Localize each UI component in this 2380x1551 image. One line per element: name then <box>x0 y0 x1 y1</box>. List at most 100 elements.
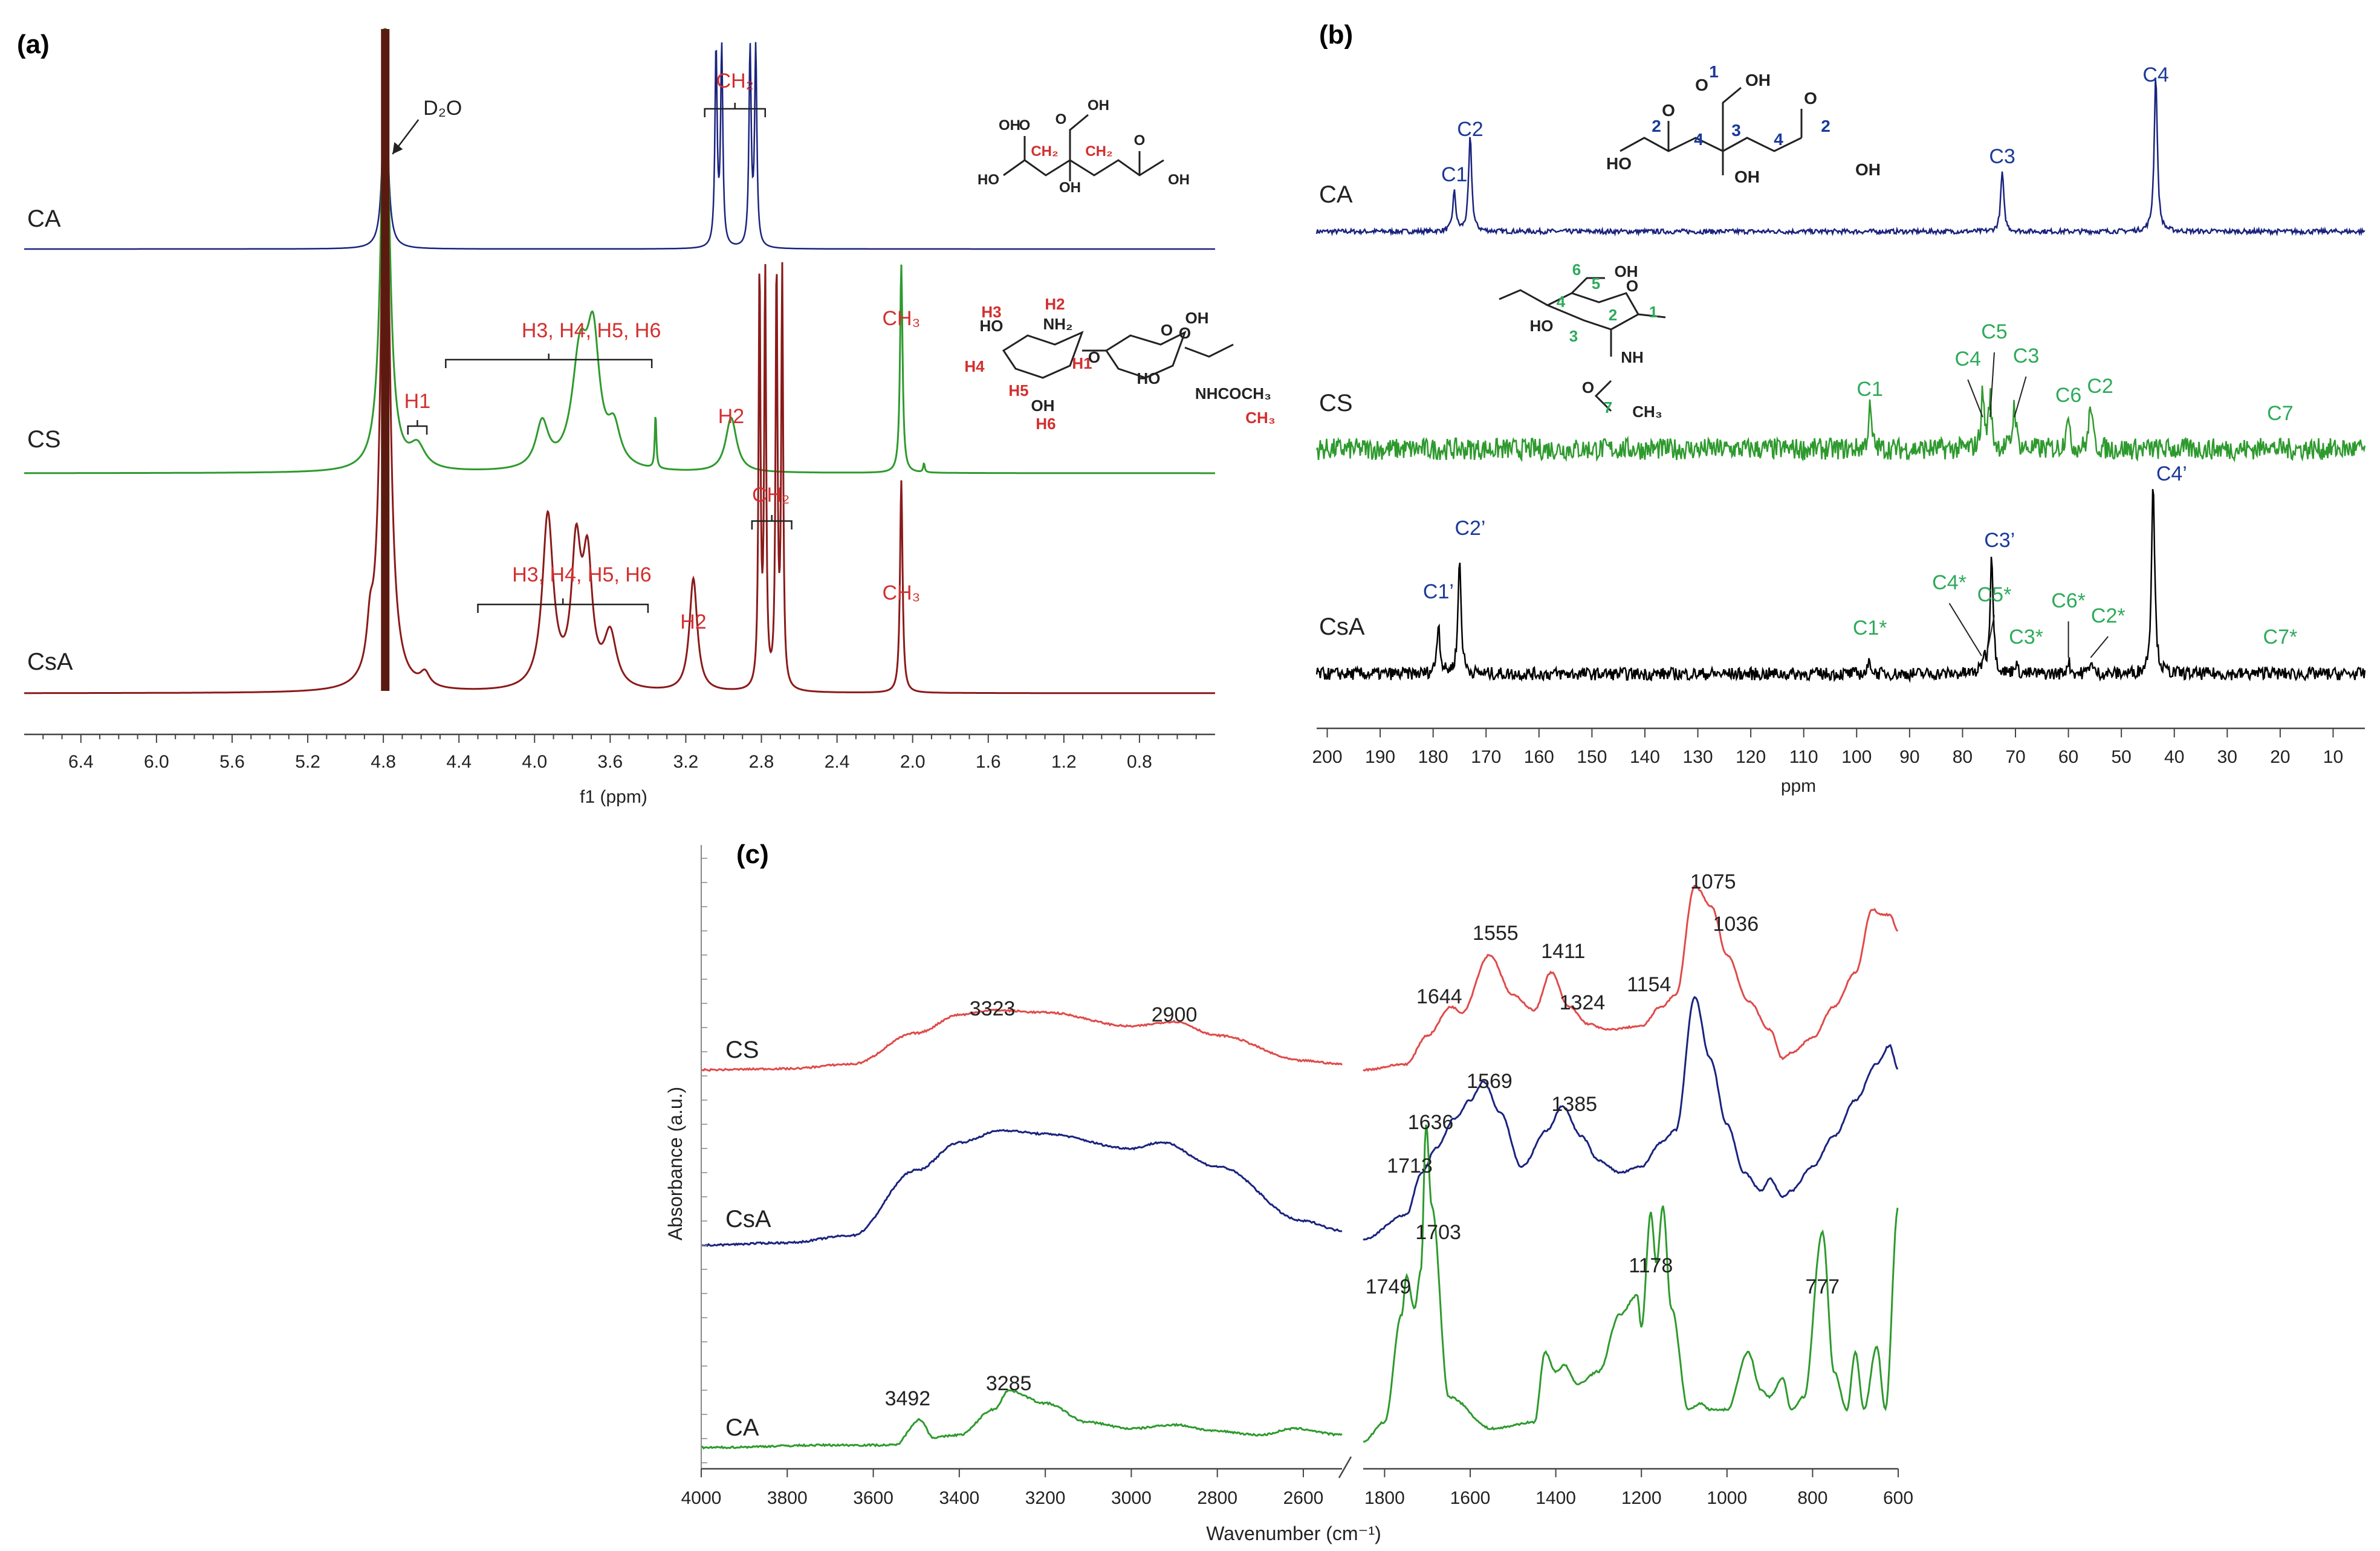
panel-b-annotation-20: C2* <box>2091 604 2125 627</box>
panel-b-annotation-13: C3’ <box>1984 529 2015 552</box>
panel-b-annotation-11: C1’ <box>1423 580 1454 603</box>
panel-c-series-name-csa: CsA <box>725 1206 771 1232</box>
panel-c-x-axis: 4000 3800 3600 3400 3200 3000 2800 2600 1800 1600… <box>681 845 1913 1508</box>
panel-b-letter: (b) <box>1319 20 1353 50</box>
ca-structure-b-text-label-5: 4 <box>1694 130 1704 149</box>
panel-c-tick-label: 600 <box>1883 1488 1913 1508</box>
panel-c-axis-break <box>1338 1456 1352 1478</box>
panel-c-annotation-1: 2900 <box>1152 1003 1198 1026</box>
ca-structure-a-text-label-5: CH₂ <box>1031 143 1058 160</box>
panel-c-series-csa-seg1 <box>1363 996 1899 1241</box>
cs-structure-a-text-label-12: HO <box>1137 369 1161 387</box>
cs-structure-a-text-label-10: O <box>1161 321 1173 339</box>
panel-c-annotations: 3323 2900 1644 1555 1411 1324 1154 1075 1036 1713… <box>885 870 1840 1410</box>
panel-a-tick-label: 4.8 <box>371 752 396 772</box>
panel-a-annotation-7: H2 <box>680 610 706 633</box>
panel-a-d2o-peak <box>381 29 390 691</box>
panel-a-series-csa <box>24 28 1215 695</box>
panel-b-annotation-0: C1 <box>1441 163 1467 186</box>
panel-b-annotation-10: C7 <box>2267 402 2293 425</box>
panel-c-annotation-14: 1703 <box>1415 1221 1461 1244</box>
panel-b-annotation-21: C7* <box>2263 626 2298 649</box>
panel-a-series-names: CA CS CsA <box>27 206 73 675</box>
ca-structure-b-text-label-7: 2 <box>1821 117 1830 135</box>
panel-b-annotation-14: C4’ <box>2156 462 2187 485</box>
panel-c-series-names: CS CsA CA <box>725 1037 771 1441</box>
panel-b-annotation-17: C5* <box>1977 583 2012 606</box>
panel-b-tick-label: 70 <box>2005 747 2025 767</box>
panel-c-tick-label: 3000 <box>1111 1488 1152 1508</box>
panel-b-series-name-csa: CsA <box>1319 614 1365 640</box>
panel-c-annotation-17: 1178 <box>1629 1254 1673 1277</box>
panel-c-letter: (c) <box>736 840 769 869</box>
panel-b-tick-label: 60 <box>2058 747 2078 767</box>
panel-a-annotation-8: CH₂ <box>752 484 790 507</box>
panel-c-y-axis-label: Absorbance (a.u.) <box>664 1087 686 1240</box>
panel-c-tick-label: 3400 <box>939 1488 979 1508</box>
cs-structure-b-text-label-8: 2 <box>1609 306 1617 324</box>
panel-b-x-axis-label: ppm <box>1781 776 1816 796</box>
panel-a-tick-label: 1.2 <box>1051 752 1077 772</box>
panel-a-series-name-csa: CsA <box>27 649 73 675</box>
panel-c-series-csa-seg0 <box>701 1128 1342 1248</box>
cs-structure-a-text-label-0: H3 <box>981 303 1001 321</box>
panel-b-arrow-1 <box>1989 352 1995 418</box>
panel-c-tick-label: 3800 <box>767 1488 808 1508</box>
ca-structure-a-text-label-7: OH <box>1059 180 1081 196</box>
panel-b-tick-label: 120 <box>1736 747 1766 767</box>
panel-b-tick-label: 90 <box>1899 747 1919 767</box>
panel-b-series-name-ca: CA <box>1319 181 1353 208</box>
panel-c-annotation-9: 1713 <box>1387 1154 1433 1177</box>
panel-c-annotation-13: 1749 <box>1366 1275 1412 1298</box>
panel-b-arrow-4 <box>1985 615 1995 656</box>
panel-a-annotation-9: CH₃ <box>882 581 920 604</box>
panel-c-x-axis-label: Wavenumber (cm⁻¹) <box>1206 1523 1381 1544</box>
panel-c-tick-label: 2600 <box>1283 1488 1324 1508</box>
panel-c-tick-label: 1000 <box>1707 1488 1747 1508</box>
panel-c-annotation-11: 1569 <box>1467 1070 1513 1093</box>
cs-structure-b-text-label-1: OH <box>1615 262 1638 280</box>
panel-b-annotation-9: C2 <box>2087 375 2113 398</box>
panel-c-tick-label: 1600 <box>1450 1488 1491 1508</box>
panel-a-annotation-0: D₂O <box>423 97 462 120</box>
panel-c-series-ca-seg0 <box>701 1389 1343 1450</box>
cs-structure-a-text-label-4: H4 <box>964 357 985 375</box>
panel-a-arrowhead-d2o <box>392 142 403 154</box>
panel-a-series-name-ca: CA <box>27 206 61 232</box>
ca-structure-b-text-label-9: O <box>1662 101 1675 120</box>
panel-b-annotation-2: C3 <box>1989 145 2015 168</box>
panel-c-ftir: (c) CS CsA CA 3323 2900 1644 1555 1411 1324 1154… <box>664 840 1913 1544</box>
panel-a-tick-label: 5.6 <box>219 752 245 772</box>
panel-b-annotation-7: C3 <box>2013 345 2039 368</box>
panel-b-series-name-cs: CS <box>1319 390 1353 416</box>
ca-structure-a-text-label-8: O <box>1134 132 1146 149</box>
cs-structure-a-text-label-13: O <box>1179 324 1191 342</box>
panel-b-tick-label: 140 <box>1630 747 1660 767</box>
cs-structure-a-text-label-8: H6 <box>1036 415 1055 433</box>
panel-a-1h-nmr: (a) CA CS CsA D₂O CH₂ H1 H3, H4, H5, H6 H2 CH₃ H… <box>17 28 1276 807</box>
panel-b-tick-label: 190 <box>1365 747 1395 767</box>
ca-structure-b-text-label-3: 3 <box>1731 121 1741 140</box>
panel-a-tick-label: 6.4 <box>68 752 94 772</box>
panel-a-bracket-2 <box>407 420 428 435</box>
panel-c-series-name-ca: CA <box>725 1414 759 1441</box>
cs-structure-b-text-label-4: 4 <box>1557 293 1566 311</box>
panel-a-x-axis-label: f1 (ppm) <box>580 787 647 807</box>
ca-structure-b-text-label-11: O <box>1804 89 1817 108</box>
panel-a-tick-label: 3.6 <box>598 752 623 772</box>
panel-a-tick-label: 3.2 <box>673 752 699 772</box>
ca-structure-b-text-label-4: 2 <box>1652 117 1661 135</box>
panel-a-annotation-4: H2 <box>718 405 744 428</box>
panel-c-series-cs-seg0 <box>701 1008 1343 1072</box>
cs-structure-a-text-label-15: CH₃ <box>1245 409 1276 427</box>
cs-structure-b-text-label-12: CH₃ <box>1632 403 1662 421</box>
cs-structure-a-text-label-5: H1 <box>1072 354 1092 372</box>
panel-b-annotation-19: C6* <box>2051 589 2086 612</box>
panel-b-annotation-18: C3* <box>2009 626 2043 649</box>
cs-structure-a-text-label-6: H5 <box>1008 381 1028 400</box>
panel-c-annotation-8: 1036 <box>1713 913 1759 936</box>
cs-structure-b-text-label-5: 1 <box>1649 303 1658 321</box>
cs-structure-b-text-label-0: 6 <box>1572 261 1581 279</box>
cs-structure-a-text-label-1: H2 <box>1045 295 1065 313</box>
ca-structure-b-text-label-1: 1 <box>1709 62 1719 81</box>
